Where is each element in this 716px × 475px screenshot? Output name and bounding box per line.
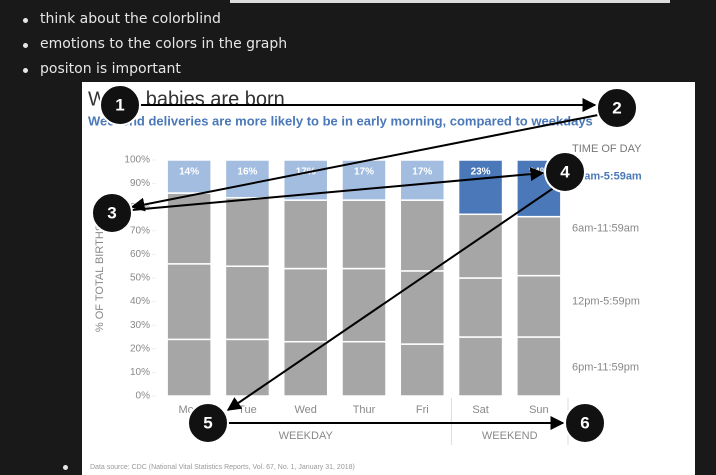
bar-segment [341,267,387,343]
bar-segment [457,336,504,397]
bar-segment [341,159,387,201]
value-label: 17% [412,167,432,178]
arrow [130,114,599,212]
bar-segment [224,265,271,341]
y-tick-label: 100% [124,155,150,166]
y-axis-label: % OF TOTAL BIRTHS [94,224,106,332]
bar-segment [224,338,271,397]
bullet-text: emotions to the colors in the graph [40,36,288,52]
bar-segment [399,199,446,272]
bar-segment [516,336,562,397]
y-tick-label: 40% [130,296,150,307]
bar-segment [341,199,387,270]
annotation-circle [91,192,133,234]
annotation-circle [564,402,606,444]
bar-segment [457,277,504,338]
annotation-circle [99,84,141,126]
value-label: 16% [237,167,257,178]
bar-segment [399,343,446,397]
bar-segment [399,159,446,201]
annotation-circle [596,87,638,129]
x-tick-label: Tue [238,404,257,416]
y-tick-label: 0% [136,391,151,402]
source: Data source: CDC (National Vital Statist… [90,464,355,471]
arrow [131,167,545,211]
chart-subtitle: Weekend deliveries are more likely to be… [88,113,593,128]
bullet-dot [23,43,28,48]
x-tick-label: Fri [416,404,429,416]
y-tick-label: 60% [130,249,150,260]
legend-label: 6am-11:59am [572,222,639,234]
group-label: WEEKDAY [279,430,334,442]
value-label: 14% [179,167,199,178]
y-tick-label: 10% [130,367,150,378]
bar-segment [399,270,446,345]
legend-label: 12am-5:59am [572,170,642,182]
bar-segment [516,274,562,338]
y-tick-label: 50% [130,273,150,284]
x-tick-label: Thur [353,404,376,416]
bar-segment [166,338,212,397]
y-tick-label: 70% [130,225,150,236]
annotation-circle [544,151,586,193]
bar-segment [166,159,212,194]
bar-segment [166,192,212,265]
legend-label: 12pm-5:59pm [572,296,640,308]
arrow [226,186,556,411]
annotation-number: 5 [203,413,212,432]
legend-label: 6pm-11:59pm [572,362,639,374]
x-tick-label: Sun [529,404,549,416]
annotation-number: 3 [107,203,116,222]
bar-segment [282,340,329,397]
bullet-dot [23,18,28,23]
bar-segment [457,159,504,216]
value-label: 23% [471,167,491,178]
x-tick-label: Wed [295,404,317,416]
x-tick-label: Sat [472,404,489,416]
y-tick-label: 30% [130,320,150,331]
annotation-number: 1 [115,95,124,114]
top-bar [230,0,670,3]
bar-segment [457,213,504,279]
bar-segment [224,197,271,267]
annotation-number: 2 [612,98,621,117]
bar-segment [516,215,562,277]
annotation-number: 4 [560,162,570,181]
group-label: WEEKEND [482,430,538,442]
bar-segment [341,340,387,397]
bullet-dot [63,465,68,470]
y-tick-label: 90% [130,178,150,189]
bar-segment [282,199,329,270]
value-label: 17% [354,167,374,178]
bullet-dot [23,68,28,73]
annotation-number: 6 [580,413,589,432]
bar-segment [166,263,212,341]
bullet-text: think about the colorblind [40,11,221,27]
legend-title: TIME OF DAY [572,143,642,155]
annotation-circle [187,402,229,444]
y-tick-label: 20% [130,343,150,354]
bullet-text: positon is important [40,61,181,77]
bar-segment [282,267,329,343]
